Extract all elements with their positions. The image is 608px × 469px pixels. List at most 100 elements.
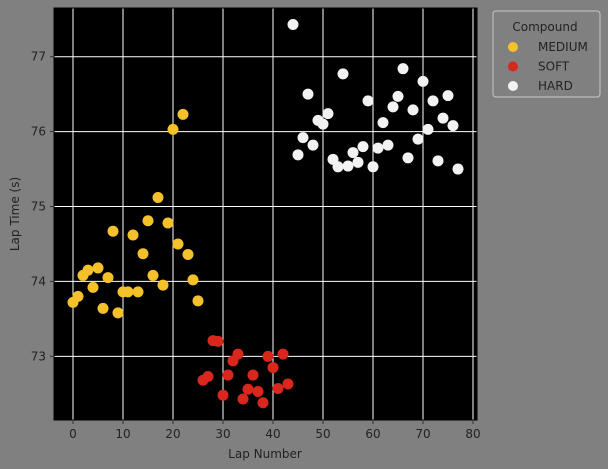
- data-point: [282, 378, 294, 390]
- data-point: [407, 104, 419, 116]
- data-point: [137, 248, 149, 260]
- data-point: [187, 274, 199, 286]
- x-tick-label: 60: [365, 427, 380, 441]
- data-point: [447, 120, 459, 132]
- data-point: [397, 63, 409, 75]
- data-point: [237, 393, 249, 405]
- data-point: [272, 383, 284, 395]
- data-point: [437, 112, 449, 124]
- legend-title: Compound: [512, 20, 577, 34]
- data-point: [427, 95, 439, 107]
- data-point: [362, 95, 374, 107]
- data-point: [267, 362, 279, 374]
- data-point: [417, 75, 429, 87]
- data-point: [367, 161, 379, 173]
- x-tick-label: 0: [69, 427, 77, 441]
- series-medium: [67, 108, 204, 319]
- data-point: [132, 286, 144, 298]
- y-tick-label: 74: [31, 274, 46, 288]
- legend-box: [492, 10, 601, 98]
- data-point: [142, 215, 154, 227]
- y-tick-label: 77: [31, 50, 46, 64]
- data-point: [162, 217, 174, 229]
- data-point: [112, 307, 124, 319]
- data-point: [252, 386, 264, 398]
- data-point: [297, 132, 309, 144]
- data-point: [127, 229, 139, 241]
- data-point: [452, 163, 464, 175]
- data-point: [262, 350, 274, 362]
- legend: Compound MEDIUM SOFT HARD: [492, 10, 601, 98]
- series-soft: [197, 335, 294, 409]
- legend-label: SOFT: [538, 60, 570, 74]
- data-point: [82, 264, 94, 276]
- legend-marker: [508, 61, 518, 72]
- data-point: [422, 123, 434, 135]
- legend-marker: [508, 42, 518, 52]
- data-point: [92, 262, 104, 274]
- data-point: [352, 156, 364, 168]
- data-point: [357, 141, 369, 153]
- x-tick-label: 20: [165, 427, 180, 441]
- data-point: [172, 238, 184, 250]
- x-tick-label: 50: [315, 427, 330, 441]
- x-tick-label: 10: [115, 427, 130, 441]
- data-points: [67, 18, 464, 409]
- data-point: [177, 108, 189, 120]
- x-tick-label: 70: [415, 427, 430, 441]
- y-tick-label: 76: [31, 125, 46, 139]
- data-point: [337, 68, 349, 80]
- series-hard: [287, 18, 464, 175]
- data-point: [392, 90, 404, 102]
- data-point: [372, 142, 384, 154]
- data-point: [87, 281, 99, 293]
- data-point: [167, 123, 179, 135]
- data-point: [97, 302, 109, 314]
- plot-frame: [53, 7, 478, 421]
- data-point: [242, 383, 254, 395]
- data-point: [257, 397, 269, 409]
- data-point: [72, 290, 84, 302]
- x-axis-ticks: 0 10 20 30 40 50 60 70 80: [69, 420, 481, 441]
- data-point: [347, 147, 359, 159]
- data-point: [157, 279, 169, 291]
- data-point: [322, 108, 334, 120]
- data-point: [202, 371, 214, 383]
- data-point: [292, 149, 304, 161]
- data-point: [182, 248, 194, 260]
- data-point: [302, 88, 314, 100]
- legend-label: HARD: [538, 79, 573, 93]
- data-point: [107, 225, 119, 237]
- data-point: [402, 152, 414, 164]
- data-point: [332, 161, 344, 173]
- data-point: [217, 389, 229, 401]
- data-point: [212, 335, 224, 347]
- data-point: [287, 18, 299, 30]
- legend-label: MEDIUM: [538, 40, 588, 54]
- data-point: [152, 192, 164, 204]
- x-tick-label: 30: [215, 427, 230, 441]
- data-point: [412, 133, 424, 145]
- data-point: [232, 348, 244, 360]
- y-axis-label: Lap Time (s): [8, 177, 22, 251]
- data-point: [442, 90, 454, 102]
- y-tick-label: 73: [31, 349, 46, 363]
- data-point: [387, 101, 399, 113]
- data-point: [342, 160, 354, 172]
- data-point: [317, 118, 329, 130]
- data-point: [277, 348, 289, 360]
- data-point: [122, 286, 134, 298]
- data-point: [377, 117, 389, 129]
- data-point: [147, 269, 159, 281]
- legend-marker: [508, 81, 518, 91]
- x-axis-label: Lap Number: [228, 447, 302, 461]
- data-point: [432, 155, 444, 167]
- x-tick-label: 40: [265, 427, 280, 441]
- data-point: [307, 139, 319, 151]
- y-tick-label: 75: [31, 200, 46, 214]
- data-point: [102, 272, 114, 284]
- plot-area: [54, 8, 477, 420]
- x-tick-label: 80: [465, 427, 480, 441]
- data-point: [247, 369, 259, 381]
